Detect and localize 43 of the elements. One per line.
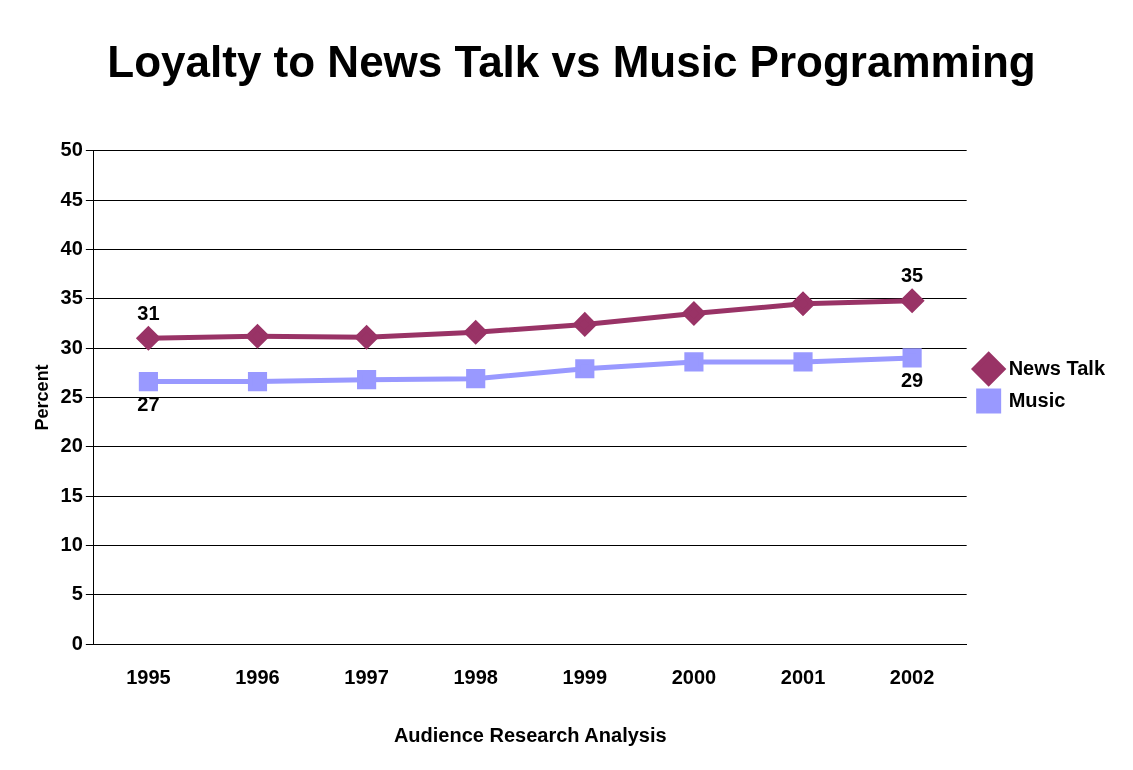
- y-tick-label: 45: [60, 187, 83, 210]
- point: [246, 324, 269, 348]
- y-tick-label: 5: [71, 582, 83, 605]
- y-tick-label: 35: [60, 286, 83, 309]
- point: [793, 352, 813, 372]
- point: [247, 372, 268, 392]
- legend-label: News Talk: [1008, 356, 1106, 379]
- y-tick-label: 15: [60, 483, 83, 506]
- point: [902, 348, 922, 368]
- y-tick-label: 0: [71, 631, 83, 654]
- point: [682, 302, 706, 326]
- x-tick-label: 2002: [889, 665, 935, 688]
- chart-title: Loyalty to News Talk vs Music Programming: [107, 36, 1036, 86]
- x-tick-label: 1998: [453, 665, 498, 688]
- x-axis-title: Audience Research Analysis: [393, 723, 667, 746]
- y-tick-label: 50: [60, 138, 83, 161]
- x-tick-label: 1997: [344, 665, 389, 688]
- y-tick-label: 10: [60, 532, 83, 555]
- point: [900, 289, 924, 313]
- y-tick-label: 40: [60, 236, 83, 259]
- data-label: 31: [137, 301, 160, 324]
- x-tick-label: 2001: [780, 665, 826, 688]
- y-axis-title: Percent: [31, 364, 52, 431]
- point: [464, 320, 488, 344]
- point: [573, 312, 597, 336]
- point: [136, 326, 160, 350]
- point: [138, 372, 158, 392]
- x-tick-label: 1995: [126, 665, 171, 688]
- y-tick-label: 20: [60, 434, 83, 457]
- x-tick-label: 1996: [235, 665, 280, 688]
- data-label: 29: [900, 369, 924, 392]
- data-label: 35: [900, 264, 924, 287]
- point: [466, 369, 486, 389]
- x-tick-label: 1999: [562, 665, 608, 688]
- point: [791, 292, 815, 316]
- x-tick-label: 2000: [671, 665, 717, 688]
- legend-label: Music: [1008, 388, 1066, 411]
- point: [357, 370, 377, 390]
- point: [355, 325, 379, 349]
- y-tick-label: 30: [60, 335, 83, 358]
- y-tick-label: 25: [60, 384, 83, 407]
- point: [684, 352, 704, 372]
- point: [575, 359, 595, 379]
